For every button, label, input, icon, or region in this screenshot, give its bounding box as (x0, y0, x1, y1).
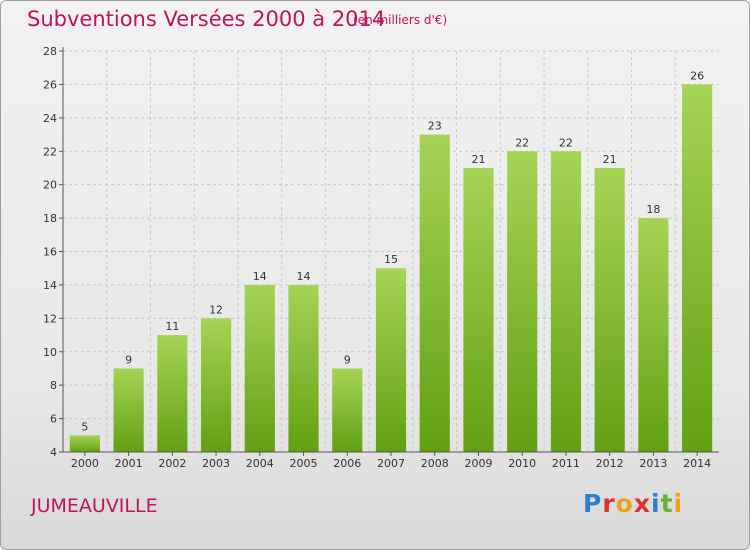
x-tick-label: 2006 (333, 457, 361, 470)
data-label: 21 (603, 153, 617, 166)
y-tick-label: 14 (43, 279, 57, 292)
data-label: 9 (125, 353, 132, 366)
y-tick-label: 6 (50, 413, 57, 426)
logo-letter: i (651, 489, 661, 518)
logo-letter: o (615, 489, 634, 518)
data-label: 26 (690, 69, 704, 82)
y-tick-label: 8 (50, 379, 57, 392)
x-tick-label: 2014 (683, 457, 711, 470)
data-label: 15 (384, 253, 398, 266)
data-label: 23 (428, 120, 442, 133)
y-tick-label: 24 (43, 112, 57, 125)
bar (682, 84, 713, 453)
y-tick-label: 10 (43, 346, 57, 359)
logo-letter: i (673, 489, 684, 518)
place-name: JUMEAUVILLE (31, 495, 158, 517)
x-tick-label: 2012 (596, 457, 624, 470)
data-label: 18 (646, 203, 660, 216)
bars (69, 84, 713, 453)
bar (244, 284, 275, 452)
y-tick-label: 22 (43, 145, 57, 158)
x-tick-label: 2008 (421, 457, 449, 470)
y-tick-label: 4 (50, 446, 57, 459)
x-tick-label: 2000 (71, 457, 99, 470)
bar (375, 268, 407, 452)
logo-letter: r (602, 489, 616, 518)
x-tick-label: 2005 (290, 457, 318, 470)
y-tick-label: 16 (43, 246, 57, 259)
bar (507, 151, 538, 452)
data-label: 22 (515, 136, 529, 149)
x-tick-label: 2001 (115, 457, 143, 470)
data-label: 14 (297, 270, 311, 283)
y-tick-label: 26 (43, 78, 57, 91)
data-label: 22 (559, 136, 573, 149)
bar (419, 134, 450, 452)
x-tick-label: 2007 (377, 457, 405, 470)
data-label: 5 (81, 420, 88, 433)
y-tick-label: 20 (43, 179, 57, 192)
logo-letter: P (583, 489, 603, 518)
y-tick-label: 28 (43, 45, 57, 58)
data-label: 12 (209, 303, 223, 316)
x-tick-label: 2010 (508, 457, 536, 470)
logo-letter: x (633, 489, 651, 518)
chart-title: Subventions Versées 2000 à 2014 (27, 7, 386, 31)
data-label: 11 (165, 320, 179, 333)
proxiti-logo: Proxiti (583, 489, 683, 518)
logo-letter: t (660, 489, 674, 518)
data-label: 14 (253, 270, 267, 283)
bar (200, 318, 232, 452)
x-tick-label: 2004 (246, 457, 274, 470)
bar (638, 218, 669, 452)
bar (113, 368, 144, 452)
bar (332, 368, 363, 452)
x-tick-label: 2003 (202, 457, 230, 470)
x-tick-label: 2002 (158, 457, 186, 470)
unit-note: (en milliers d'€) (353, 13, 448, 27)
bar (157, 335, 188, 452)
x-tick-label: 2009 (464, 457, 492, 470)
bar (594, 167, 625, 453)
x-tick-label: 2011 (552, 457, 580, 470)
y-tick-label: 12 (43, 312, 57, 325)
bar (550, 151, 582, 452)
axes (59, 47, 719, 456)
bar (69, 435, 100, 452)
x-tick-label: 2013 (639, 457, 667, 470)
data-label: 9 (344, 353, 351, 366)
data-label: 21 (471, 153, 485, 166)
bar (463, 167, 494, 453)
y-tick-label: 18 (43, 212, 57, 225)
bar (288, 284, 319, 452)
labels: 4 6 8 10 12 14 16 18 20 22 24 26 28 5 2000 9 2001 11 2002 1… (43, 45, 711, 470)
